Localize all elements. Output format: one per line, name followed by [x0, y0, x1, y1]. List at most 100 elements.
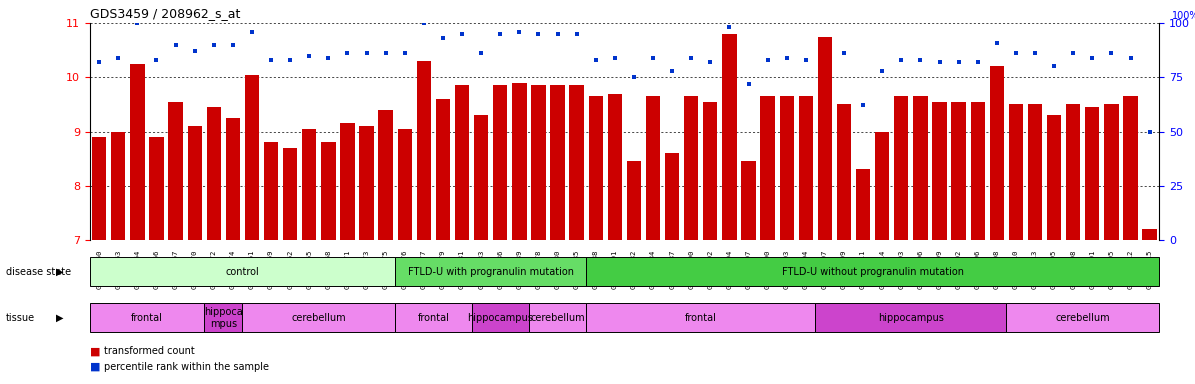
- Bar: [513, 83, 527, 240]
- Point: [987, 40, 1006, 46]
- Text: cerebellum: cerebellum: [292, 313, 347, 323]
- Bar: [741, 161, 755, 240]
- Text: percentile rank within the sample: percentile rank within the sample: [104, 362, 269, 372]
- Text: 100%: 100%: [1172, 11, 1195, 21]
- Bar: [894, 96, 908, 240]
- Point: [739, 81, 758, 87]
- Point: [853, 103, 872, 109]
- Bar: [970, 102, 985, 240]
- Point: [549, 31, 568, 37]
- Point: [930, 59, 949, 65]
- Bar: [149, 137, 164, 240]
- Bar: [817, 36, 832, 240]
- Bar: [1009, 104, 1023, 240]
- Bar: [798, 96, 813, 240]
- Point: [472, 50, 491, 56]
- Point: [1140, 128, 1159, 135]
- Bar: [188, 126, 202, 240]
- Point: [166, 42, 185, 48]
- Text: ■: ■: [90, 346, 100, 356]
- Text: cerebellum: cerebellum: [531, 313, 584, 323]
- Point: [1006, 50, 1025, 56]
- Point: [1025, 50, 1044, 56]
- Text: frontal: frontal: [131, 313, 163, 323]
- Text: ▶: ▶: [56, 313, 63, 323]
- Bar: [1085, 107, 1099, 240]
- Point: [796, 57, 815, 63]
- Point: [204, 42, 223, 48]
- Point: [128, 20, 147, 26]
- Point: [376, 50, 396, 56]
- Bar: [396, 303, 472, 332]
- Point: [510, 29, 529, 35]
- Text: cerebellum: cerebellum: [1055, 313, 1110, 323]
- Bar: [245, 74, 259, 240]
- Bar: [1066, 104, 1080, 240]
- Point: [319, 55, 338, 61]
- Text: disease state: disease state: [6, 266, 71, 277]
- Point: [911, 57, 930, 63]
- Bar: [913, 96, 927, 240]
- Bar: [856, 169, 870, 240]
- Bar: [243, 303, 396, 332]
- Point: [606, 55, 625, 61]
- Bar: [1142, 229, 1157, 240]
- Bar: [551, 85, 565, 240]
- Point: [453, 31, 472, 37]
- Point: [109, 55, 128, 61]
- Bar: [360, 126, 374, 240]
- Point: [147, 57, 166, 63]
- Bar: [90, 303, 204, 332]
- Point: [968, 59, 987, 65]
- Bar: [398, 129, 412, 240]
- Point: [719, 24, 739, 30]
- Bar: [760, 96, 774, 240]
- Point: [1044, 63, 1064, 70]
- Point: [662, 68, 681, 74]
- Bar: [283, 148, 298, 240]
- Bar: [589, 96, 603, 240]
- Bar: [1006, 303, 1159, 332]
- Bar: [703, 102, 717, 240]
- Point: [262, 57, 281, 63]
- Point: [949, 59, 968, 65]
- Bar: [455, 85, 470, 240]
- Bar: [302, 129, 317, 240]
- Bar: [836, 104, 851, 240]
- Point: [243, 29, 262, 35]
- Text: hippoca
mpus: hippoca mpus: [204, 307, 243, 329]
- Text: ■: ■: [90, 362, 100, 372]
- Point: [815, 9, 834, 15]
- Bar: [90, 257, 396, 286]
- Bar: [664, 153, 679, 240]
- Point: [1083, 55, 1102, 61]
- Point: [700, 59, 719, 65]
- Bar: [722, 34, 736, 240]
- Text: tissue: tissue: [6, 313, 35, 323]
- Point: [681, 55, 700, 61]
- Bar: [341, 123, 355, 240]
- Bar: [204, 303, 243, 332]
- Bar: [130, 64, 145, 240]
- Bar: [472, 303, 529, 332]
- Bar: [1028, 104, 1042, 240]
- Bar: [779, 96, 793, 240]
- Bar: [207, 107, 221, 240]
- Bar: [417, 61, 431, 240]
- Point: [281, 57, 300, 63]
- Bar: [168, 102, 183, 240]
- Point: [777, 55, 796, 61]
- Bar: [396, 257, 587, 286]
- Point: [834, 50, 853, 56]
- Point: [587, 57, 606, 63]
- Text: FTLD-U without progranulin mutation: FTLD-U without progranulin mutation: [782, 266, 963, 277]
- Bar: [226, 118, 240, 240]
- Text: frontal: frontal: [685, 313, 717, 323]
- Bar: [684, 96, 698, 240]
- Bar: [494, 85, 508, 240]
- Bar: [1123, 96, 1138, 240]
- Bar: [1104, 104, 1119, 240]
- Text: ▶: ▶: [56, 266, 63, 277]
- Bar: [111, 131, 125, 240]
- Bar: [532, 85, 546, 240]
